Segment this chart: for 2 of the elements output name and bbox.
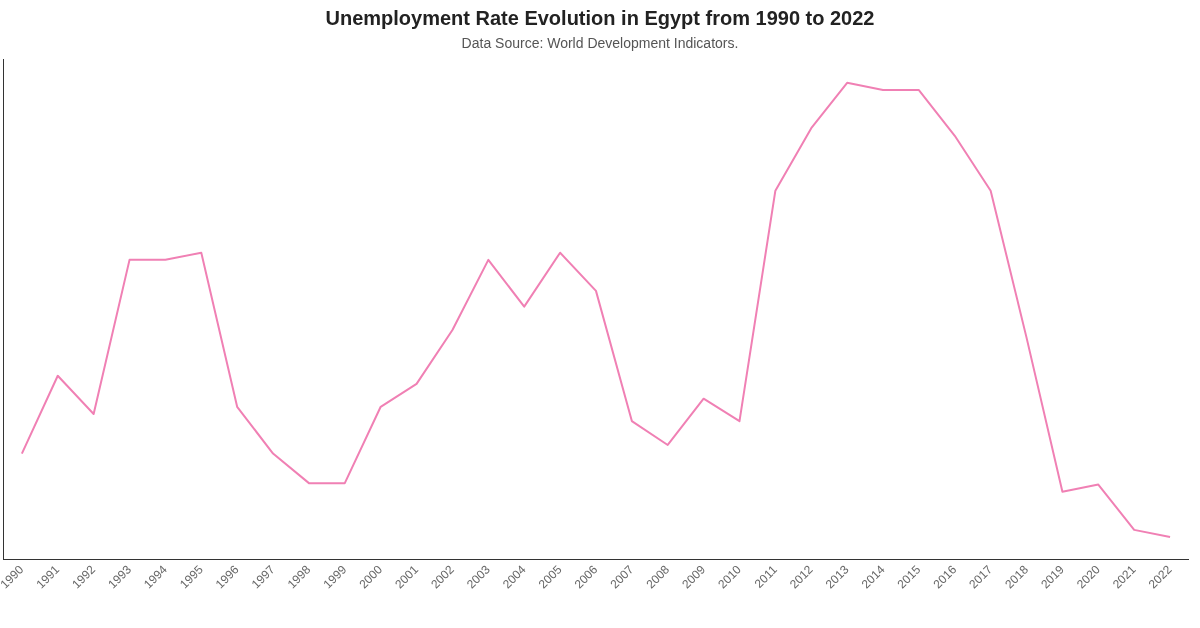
chart-title: Unemployment Rate Evolution in Egypt from 1990 to 2022 (324, 7, 876, 31)
chart-subtitle: Data Source: World Development Indicators. (460, 35, 740, 53)
